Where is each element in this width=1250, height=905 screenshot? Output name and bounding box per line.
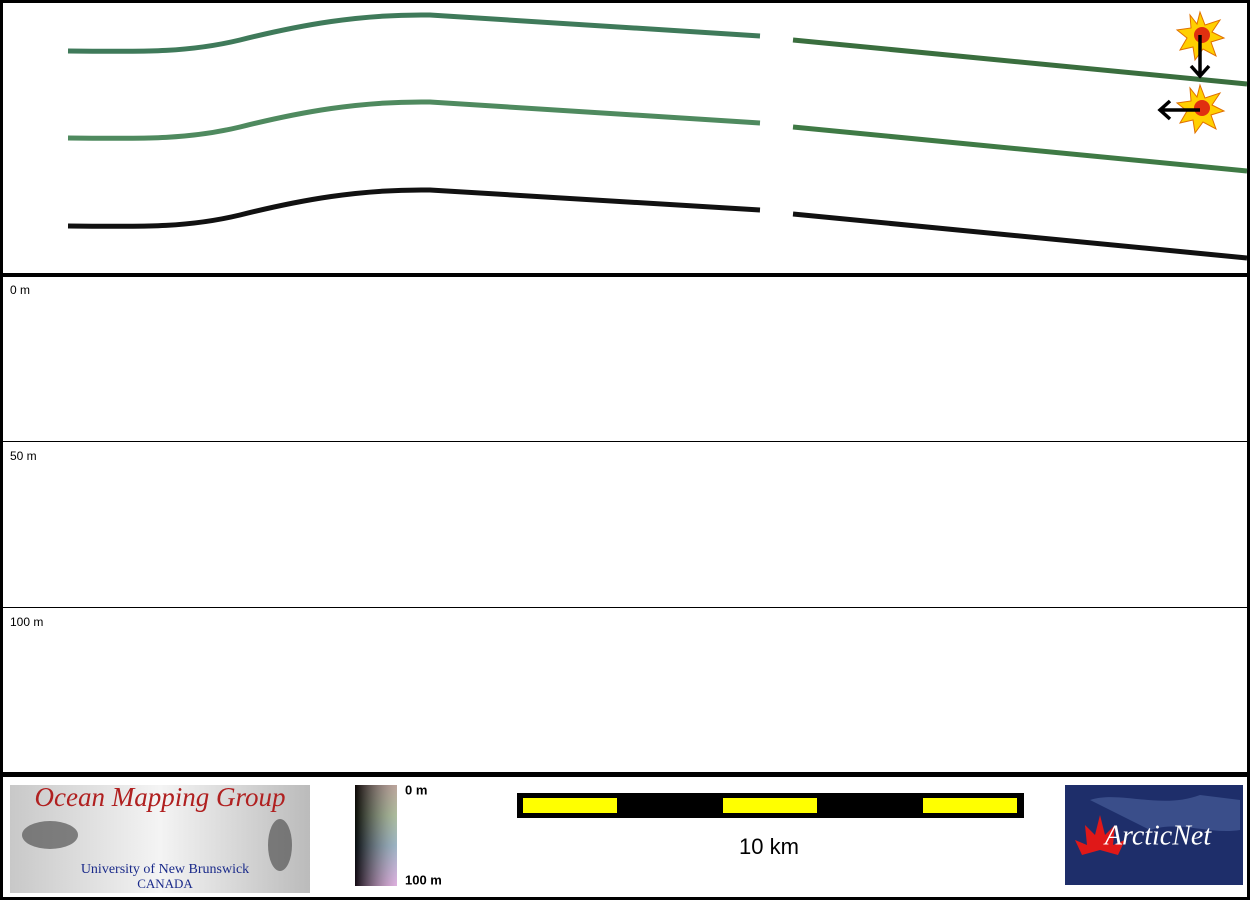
logo-text: ArcticNet [1103, 820, 1212, 851]
arcticnet-logo: ArcticNet [1065, 785, 1243, 885]
swath [792, 124, 1248, 174]
omg-logo: Ocean Mapping Group University of New Br… [10, 782, 310, 893]
scale-segment [923, 798, 1017, 813]
swath [792, 37, 1248, 87]
swath [67, 187, 761, 229]
divider [0, 772, 1250, 777]
logo-title: Ocean Mapping Group [35, 782, 286, 812]
swath [67, 99, 761, 141]
swath [792, 211, 1248, 261]
depth-label: 100 m [10, 615, 43, 629]
swaths [67, 12, 1248, 261]
divider [0, 273, 1250, 277]
colorbar-label: 100 m [405, 872, 442, 887]
light-marker [1157, 10, 1226, 135]
logo-line: University of New Brunswick [81, 862, 249, 877]
scale-segment [523, 798, 617, 813]
swath [67, 12, 761, 54]
depth-label: 50 m [10, 449, 37, 463]
colorbar-label: 0 m [405, 782, 427, 797]
colorbar-shade [355, 785, 397, 886]
scale-segment [723, 798, 817, 813]
scale-label: 10 km [739, 834, 799, 859]
logo-line: CANADA [137, 876, 193, 891]
depth-label: 0 m [10, 283, 30, 297]
